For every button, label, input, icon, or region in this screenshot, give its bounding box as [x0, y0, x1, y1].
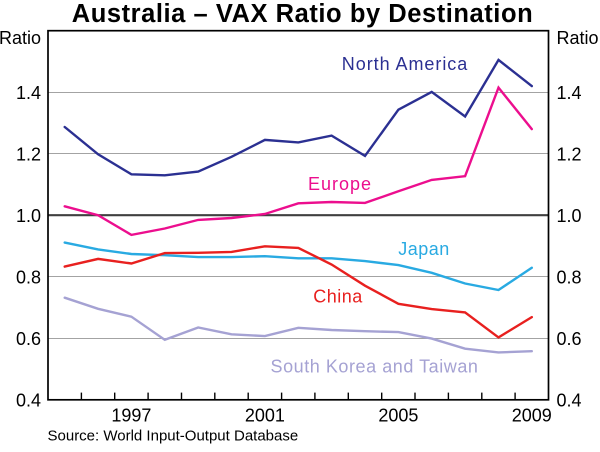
svg-text:1.0: 1.0: [16, 206, 41, 226]
svg-text:Ratio: Ratio: [557, 28, 599, 48]
svg-text:Europe: Europe: [308, 174, 372, 194]
svg-text:0.6: 0.6: [557, 329, 582, 349]
svg-text:0.4: 0.4: [557, 390, 582, 410]
svg-text:Ratio: Ratio: [0, 28, 41, 48]
svg-text:2005: 2005: [378, 406, 418, 426]
svg-text:0.4: 0.4: [16, 390, 41, 410]
svg-text:Japan: Japan: [398, 239, 450, 259]
svg-text:Australia – VAX Ratio by Desti: Australia – VAX Ratio by Destination: [72, 0, 533, 28]
svg-text:North America: North America: [342, 54, 468, 74]
svg-text:0.8: 0.8: [16, 267, 41, 287]
svg-text:0.8: 0.8: [557, 267, 582, 287]
svg-text:2009: 2009: [512, 406, 552, 426]
svg-text:0.6: 0.6: [16, 329, 41, 349]
svg-text:1.2: 1.2: [557, 144, 582, 164]
svg-text:Source: World Input-Output Dat: Source: World Input-Output Database: [48, 428, 299, 445]
svg-text:1.4: 1.4: [557, 83, 582, 103]
svg-text:1.4: 1.4: [16, 83, 41, 103]
svg-text:2001: 2001: [245, 406, 285, 426]
svg-text:1997: 1997: [111, 406, 151, 426]
svg-text:1.2: 1.2: [16, 144, 41, 164]
svg-text:1.0: 1.0: [557, 206, 582, 226]
svg-text:China: China: [313, 286, 363, 306]
svg-text:South Korea and Taiwan: South Korea and Taiwan: [271, 357, 479, 377]
